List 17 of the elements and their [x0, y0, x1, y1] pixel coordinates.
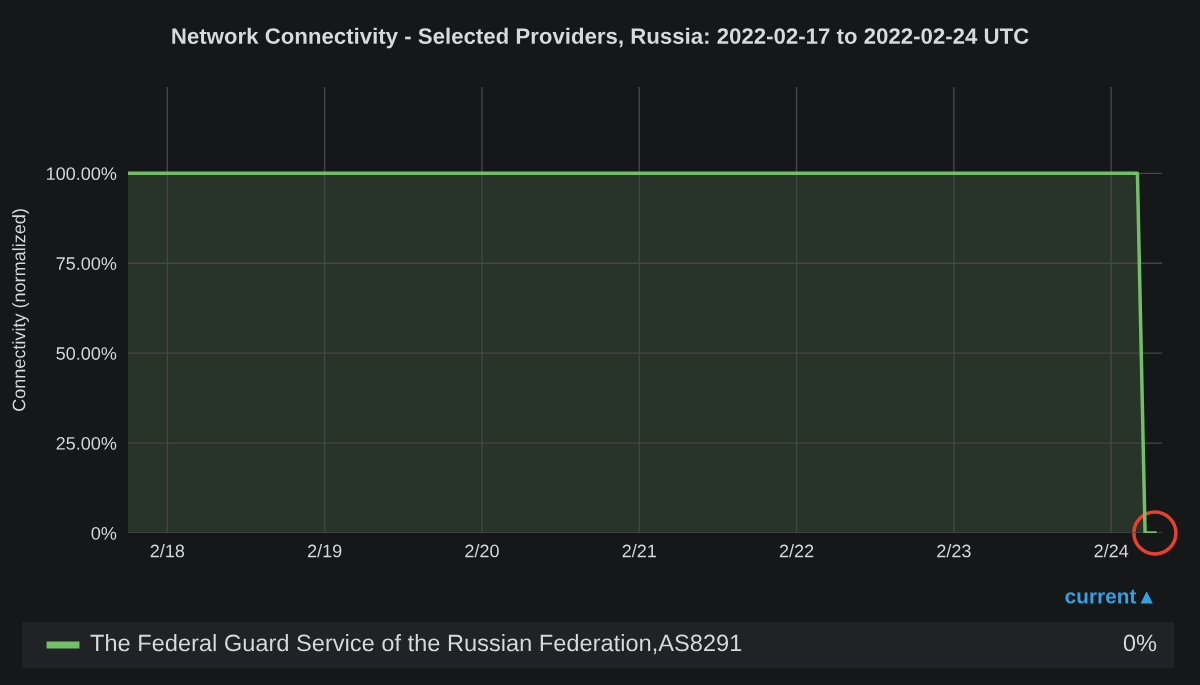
legend-label: The Federal Guard Service of the Russian Federation,AS8291 — [90, 633, 742, 655]
y-tick-label: 100.00% — [46, 167, 117, 181]
y-axis-title: Connectivity (normalized) — [12, 209, 29, 411]
y-tick-label: 75.00% — [56, 257, 117, 270]
y-tick-label: 0% — [91, 526, 117, 540]
legend-title: current▲ — [1065, 589, 1153, 604]
y-tick-label: 50.00% — [56, 347, 117, 360]
x-tick-label: 2/21 — [622, 544, 656, 558]
chart-title: Network Connectivity - Selected Providers, Russia: 2022-02-17 to 2022-02-24 UTC — [172, 27, 1029, 49]
text: 0% — [1123, 634, 1157, 652]
y-tick-label: 25.00% — [56, 437, 117, 450]
x-tick-label: 2/24 — [1094, 544, 1129, 558]
x-tick-label: 2/18 — [150, 544, 185, 558]
x-tick-label: 2/19 — [307, 544, 342, 558]
x-tick-label: 2/23 — [937, 544, 971, 558]
x-tick-label: 2/20 — [465, 544, 499, 558]
x-tick-label: 2/22 — [779, 544, 814, 558]
